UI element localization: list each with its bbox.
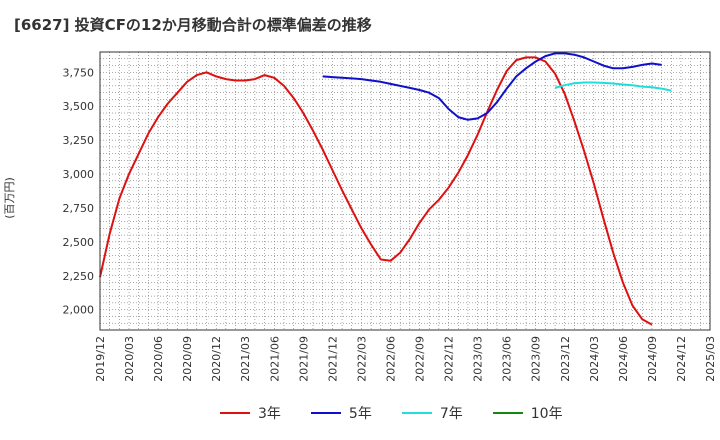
x-tick-label: 2019/12 <box>94 336 107 382</box>
legend-item-7y: 7年 <box>401 403 463 423</box>
x-tick-label: 2023/12 <box>559 336 572 382</box>
y-tick-label: 2,750 <box>63 202 95 215</box>
legend-swatch-3y <box>220 412 250 414</box>
x-tick-label: 2024/09 <box>646 336 659 382</box>
legend-label-7y: 7年 <box>439 406 463 422</box>
legend-swatch-7y <box>401 412 432 414</box>
x-tick-label: 2022/09 <box>414 336 427 382</box>
x-tick-label: 2021/03 <box>239 336 252 382</box>
chart-legend: 3年 5年 7年 10年 <box>220 403 563 423</box>
y-tick-label: 3,500 <box>63 100 95 113</box>
x-tick-label: 2023/03 <box>472 336 485 382</box>
y-tick-label: 3,000 <box>63 168 95 181</box>
legend-label-5y: 5年 <box>348 406 372 422</box>
x-tick-label: 2020/03 <box>123 336 136 382</box>
x-tick-label: 2020/06 <box>152 336 165 382</box>
y-tick-label: 2,250 <box>63 270 95 283</box>
x-tick-label: 2024/12 <box>675 336 688 382</box>
legend-label-10y: 10年 <box>530 406 563 422</box>
x-tick-label: 2021/06 <box>268 336 281 382</box>
y-tick-label: 3,750 <box>63 66 95 79</box>
series-line-2 <box>322 52 662 121</box>
x-tick-label: 2024/03 <box>588 336 601 382</box>
x-tick-label: 2024/06 <box>617 336 630 382</box>
legend-item-10y: 10年 <box>492 403 563 423</box>
x-tick-label: 2022/06 <box>384 336 397 382</box>
y-tick-label: 3,250 <box>63 134 95 147</box>
x-tick-label: 2022/12 <box>443 336 456 382</box>
x-tick-label: 2020/12 <box>210 336 223 382</box>
y-tick-label: 2,500 <box>63 236 95 249</box>
series-line-1 <box>99 56 653 326</box>
legend-item-3y: 3年 <box>220 403 281 423</box>
legend-swatch-10y <box>492 412 523 414</box>
x-tick-label: 2021/09 <box>297 336 310 382</box>
x-tick-label: 2022/03 <box>355 336 368 382</box>
x-tick-label: 2020/09 <box>181 336 194 382</box>
legend-swatch-5y <box>310 412 341 414</box>
series-line-3 <box>554 81 672 92</box>
chart-title: [6627] 投資CFの12か月移動合計の標準偏差の推移 <box>14 16 372 34</box>
y-tick-label: 2,000 <box>63 304 95 317</box>
x-tick-label: 2021/12 <box>326 336 339 382</box>
plot-frame <box>99 51 711 331</box>
plot-area <box>100 52 710 330</box>
x-tick-label: 2023/06 <box>501 336 514 382</box>
x-tick-label: 2023/09 <box>530 336 543 382</box>
x-tick-label: 2025/03 <box>704 336 717 382</box>
legend-label-3y: 3年 <box>258 406 281 422</box>
legend-item-5y: 5年 <box>310 403 372 423</box>
